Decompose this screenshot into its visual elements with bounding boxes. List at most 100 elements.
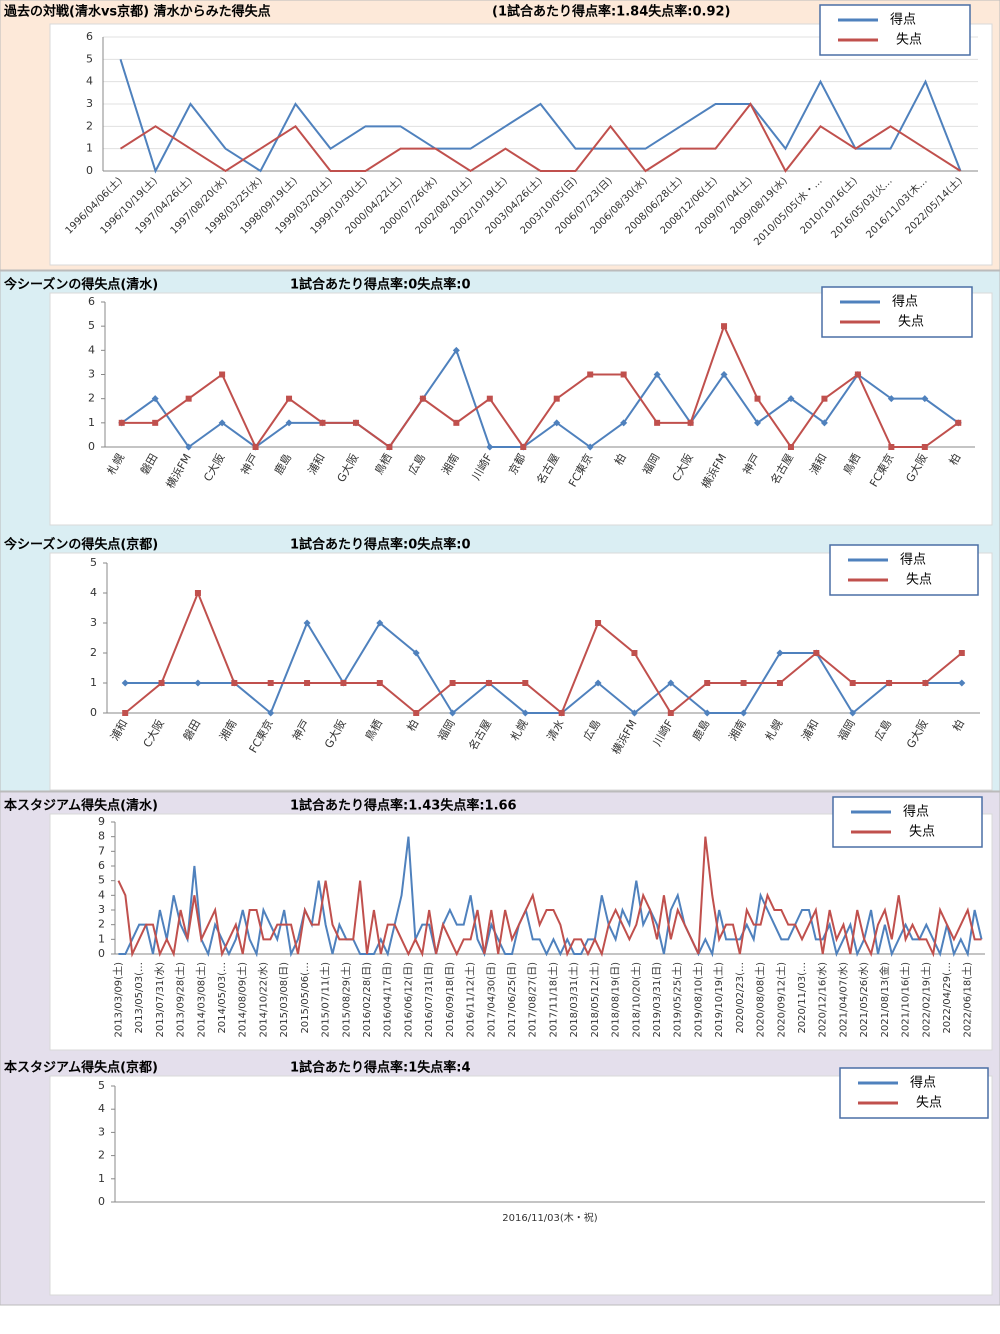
legend-label: 失点 <box>906 573 932 588</box>
data-point <box>740 680 747 686</box>
data-point <box>121 679 129 687</box>
x-tick-label: 2016/09/18(日) <box>445 962 456 1038</box>
data-point <box>319 419 326 426</box>
legend-label: 失点 <box>916 1096 942 1111</box>
data-point <box>449 680 456 686</box>
data-point <box>849 680 856 686</box>
y-tick-label: 1 <box>88 416 95 429</box>
series-line <box>121 348 959 449</box>
data-point <box>194 590 201 596</box>
data-point <box>286 395 293 402</box>
data-point <box>452 346 460 354</box>
data-point <box>620 371 627 378</box>
x-tick-label: 2016/11/12(土) <box>464 962 477 1038</box>
chart-title: 過去の対戦(清水vs京都) 清水からみた得失点 <box>3 4 271 20</box>
x-tick-label: 2018/03/31(土) <box>567 962 580 1038</box>
y-tick-label: 6 <box>98 859 105 872</box>
data-point <box>151 395 159 403</box>
x-tick-label: 2022/04/29(… <box>942 962 953 1034</box>
x-tick-label: 2021/10/16(土) <box>899 962 912 1038</box>
data-point <box>653 371 661 378</box>
y-tick-label: 2 <box>86 119 93 132</box>
data-point <box>453 419 460 426</box>
data-point <box>267 680 274 686</box>
x-tick-label: 2013/03/09(土) <box>111 962 124 1038</box>
chart-area <box>49 813 993 1051</box>
legend-box <box>839 1067 989 1119</box>
data-point <box>376 680 383 686</box>
data-point <box>787 395 795 403</box>
legend-label: 失点 <box>909 825 935 840</box>
data-point <box>185 395 192 402</box>
chart-subtitle: 1試合あたり得点率:1失点率:4 <box>290 1060 471 1076</box>
y-tick-label: 0 <box>98 1195 105 1208</box>
y-tick-label: 2 <box>98 918 105 931</box>
series-line <box>117 836 982 958</box>
data-point <box>787 444 794 450</box>
data-point <box>553 419 561 427</box>
data-point <box>376 619 384 627</box>
x-tick-label: 2022/02/19(土) <box>919 962 932 1038</box>
data-point <box>386 444 393 450</box>
y-tick-label: 4 <box>98 1102 105 1115</box>
data-point <box>958 650 965 656</box>
data-point <box>888 444 895 450</box>
chart-subtitle: 1試合あたり得点率:0失点率:0 <box>290 277 471 293</box>
chart-subtitle: (1試合あたり得点率:1.84失点率:0.92) <box>492 4 730 20</box>
x-tick-label: 2021/04/07(水) <box>837 962 849 1038</box>
data-point <box>667 710 674 716</box>
y-tick-label: 5 <box>90 556 97 569</box>
x-tick-label: 2016/04/17(日) <box>383 962 394 1038</box>
data-point <box>122 710 129 716</box>
data-point <box>231 680 238 686</box>
x-tick-label: 2020/09/12(土) <box>774 962 787 1038</box>
legend-label: 得点 <box>892 294 918 310</box>
y-tick-label: 2 <box>98 1149 105 1162</box>
series-line <box>121 323 959 450</box>
data-point <box>776 680 783 686</box>
data-point <box>553 395 560 402</box>
y-tick-label: 3 <box>98 903 105 916</box>
y-tick-label: 9 <box>98 815 105 828</box>
y-tick-label: 3 <box>90 616 97 629</box>
data-point <box>958 679 966 687</box>
legend-label: 得点 <box>903 804 929 820</box>
chart-area <box>49 23 993 266</box>
chart-subtitle: 1試合あたり得点率:0失点率:0 <box>290 537 471 553</box>
data-point <box>631 650 638 656</box>
x-tick-label: 2014/03/08(土) <box>194 962 207 1038</box>
data-point <box>267 709 275 717</box>
legend-label: 得点 <box>900 552 926 568</box>
data-point <box>158 680 165 686</box>
x-tick-label: 2017/04/30(日) <box>486 962 497 1038</box>
data-point <box>921 444 928 450</box>
data-point <box>821 395 828 402</box>
data-point <box>687 419 694 426</box>
y-tick-label: 4 <box>86 75 93 88</box>
x-tick-label: 2017/11/18(土) <box>546 962 559 1038</box>
x-tick-label: 2021/08/13(金) <box>878 962 891 1038</box>
y-tick-label: 4 <box>98 888 105 901</box>
data-point <box>352 419 359 426</box>
y-tick-label: 6 <box>88 295 95 308</box>
x-tick-label: 2014/05/03(… <box>217 962 228 1034</box>
data-point <box>485 680 492 686</box>
data-point <box>720 371 728 378</box>
x-tick-label: 2018/10/20(土) <box>629 962 642 1038</box>
y-tick-label: 0 <box>86 164 93 177</box>
series-line <box>119 102 962 173</box>
data-point <box>587 371 594 378</box>
data-point <box>412 649 420 657</box>
chart-subtitle: 1試合あたり得点率:1.43失点率:1.66 <box>290 798 517 814</box>
x-tick-label: 2016/11/03(木・祝) <box>502 1211 598 1224</box>
x-tick-label: 2015/05/06(… <box>300 962 311 1034</box>
x-tick-label: 2015/07/11(土) <box>319 962 332 1038</box>
y-tick-label: 1 <box>98 1172 105 1185</box>
y-tick-label: 3 <box>88 368 95 381</box>
y-tick-label: 0 <box>88 440 95 453</box>
data-point <box>721 323 728 330</box>
chart-title: 本スタジアム得失点(清水) <box>4 798 158 814</box>
data-point <box>594 679 602 687</box>
legend-label: 失点 <box>898 315 924 330</box>
